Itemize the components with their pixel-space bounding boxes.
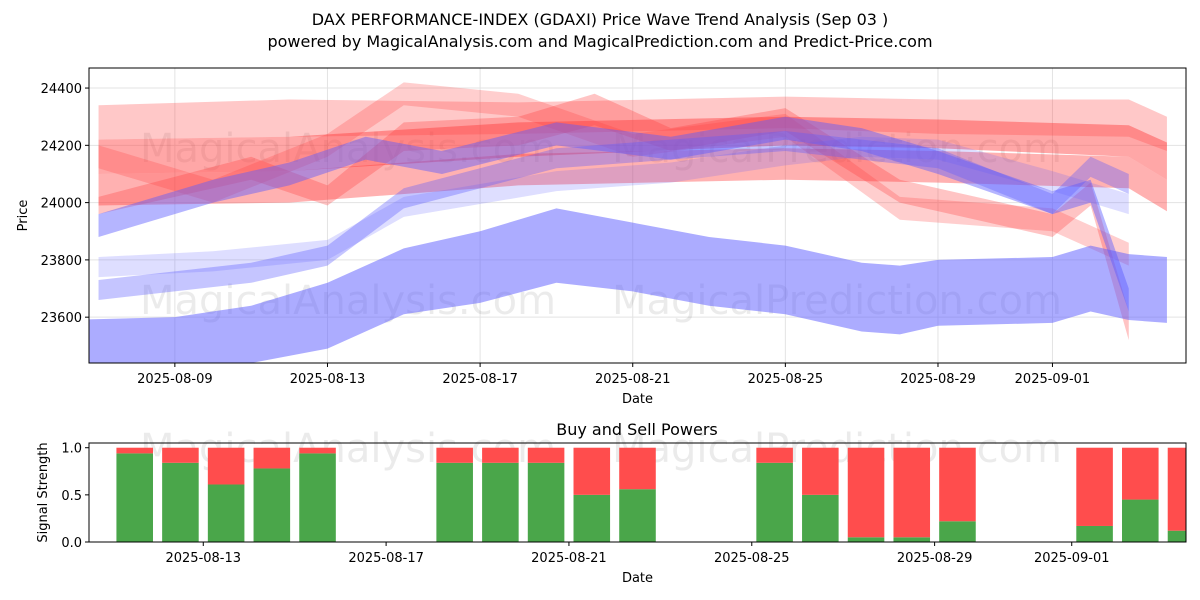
buy-bar-15 [1076, 525, 1113, 542]
y-tick-label-3: 24200 [41, 139, 82, 154]
bottom-x-tick-label-2: 2025-08-21 [531, 551, 607, 566]
bottom-x-tick-label-5: 2025-09-01 [1034, 551, 1110, 566]
bottom-y-tick-label-2: 1.0 [61, 442, 82, 457]
sell-bar-1 [162, 447, 199, 463]
y-tick-label-1: 23800 [41, 254, 82, 269]
sell-bar-7 [527, 447, 565, 463]
bottom-y-tick-label-1: 0.5 [61, 489, 82, 504]
y-tick-label-0: 23600 [41, 311, 82, 326]
buy-bar-2 [207, 484, 245, 542]
sell-bar-15 [1076, 447, 1113, 526]
buy-bar-1 [162, 462, 199, 542]
buy-bar-8 [573, 494, 611, 542]
red-band-3 [98, 148, 1167, 212]
buy-bar-12 [847, 537, 885, 542]
bottom-y-axis-label: Signal Strength [36, 442, 51, 542]
sell-bar-6 [482, 447, 519, 463]
x-tick-label-5: 2025-08-29 [900, 372, 976, 387]
sell-bar-5 [436, 447, 473, 463]
blue-band-1 [98, 136, 1129, 278]
buy-bar-5 [436, 462, 473, 542]
buy-bar-3 [253, 468, 291, 542]
red-band-1 [98, 96, 1167, 152]
x-tick-label-4: 2025-08-25 [748, 372, 824, 387]
sell-bar-3 [253, 447, 291, 469]
sell-bar-0 [116, 447, 153, 454]
bottom-x-tick-label-0: 2025-08-13 [165, 551, 241, 566]
y-axis-label: Price [16, 200, 31, 232]
bottom-x-tick-label-4: 2025-08-29 [897, 551, 973, 566]
bottom-x-tick-label-1: 2025-08-17 [348, 551, 424, 566]
bottom-x-tick-label-3: 2025-08-25 [714, 551, 790, 566]
x-tick-label-2: 2025-08-17 [442, 372, 518, 387]
price-bands [89, 82, 1167, 363]
buy-bar-14 [939, 521, 976, 542]
sell-bar-12 [847, 447, 885, 538]
y-tick-label-4: 24400 [41, 82, 82, 97]
bottom-x-axis-label: Date [622, 571, 653, 586]
sell-bar-2 [207, 447, 245, 485]
sell-bar-13 [893, 447, 931, 538]
buy-bar-13 [893, 537, 931, 542]
buy-bar-10 [756, 462, 793, 542]
power-bars [116, 447, 1186, 542]
buy-bar-17 [1167, 530, 1186, 542]
buy-bar-0 [116, 453, 153, 542]
red-band-5 [98, 82, 1129, 266]
buy-bar-4 [299, 453, 336, 542]
sell-bar-4 [299, 447, 336, 454]
x-tick-label-6: 2025-09-01 [1015, 372, 1091, 387]
x-axis-label: Date [622, 392, 653, 407]
sell-bar-9 [619, 447, 656, 490]
red-band-2 [98, 116, 1167, 180]
sell-bar-16 [1122, 447, 1159, 500]
top-axes-frame [88, 67, 1187, 364]
watermark-top-1: MagicalPrediction.com [612, 126, 1062, 172]
sell-bar-17 [1167, 447, 1186, 531]
buy-bar-9 [619, 489, 656, 542]
buy-bar-7 [527, 462, 565, 542]
bottom-chart-title: Buy and Sell Powers [556, 420, 718, 439]
sell-bar-8 [573, 447, 611, 495]
x-tick-label-1: 2025-08-13 [290, 372, 366, 387]
buy-bar-6 [482, 462, 519, 542]
buy-bar-11 [802, 494, 839, 542]
chart-title: DAX PERFORMANCE-INDEX (GDAXI) Price Wave… [311, 10, 889, 29]
bottom-y-tick-label-0: 0.0 [61, 536, 82, 551]
x-tick-label-0: 2025-08-09 [137, 372, 213, 387]
sell-bar-10 [756, 447, 793, 463]
sell-bar-11 [802, 447, 839, 495]
bottom-axes-frame [88, 442, 1187, 543]
blue-band-4 [89, 208, 1167, 363]
x-tick-label-3: 2025-08-21 [595, 372, 671, 387]
buy-bar-16 [1122, 499, 1159, 542]
watermark-top-0: MagicalAnalysis.com [140, 126, 556, 172]
blue-band-2 [98, 131, 1129, 300]
sell-bar-14 [939, 447, 976, 522]
chart-subtitle: powered by MagicalAnalysis.com and Magic… [267, 32, 933, 51]
y-tick-label-2: 24000 [41, 197, 82, 212]
